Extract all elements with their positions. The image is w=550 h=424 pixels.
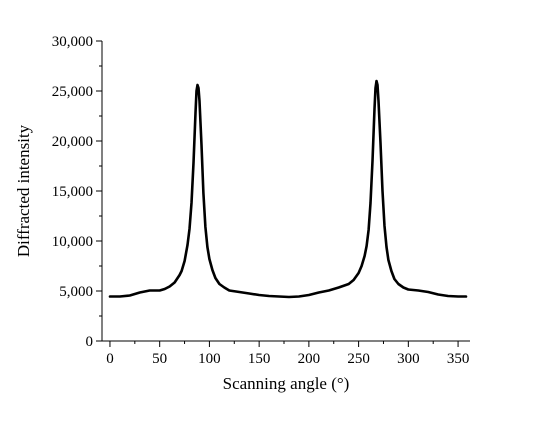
y-tick-label: 30,000 (52, 34, 93, 50)
x-ticks: 0 50 100 150 200 250 300 350 (106, 341, 469, 367)
x-tick-label: 200 (298, 351, 321, 367)
x-tick-label: 350 (447, 351, 470, 367)
x-axis-title: Scanning angle (°) (223, 374, 350, 393)
plot-area (108, 79, 468, 299)
x-tick-label: 100 (198, 351, 221, 367)
y-tick-label: 0 (86, 334, 94, 350)
x-tick-label: 250 (347, 351, 370, 367)
y-ticks: 0 5,000 10,000 15,000 20,000 25,000 30,000 (52, 34, 102, 350)
x-tick-label: 300 (397, 351, 420, 367)
x-tick-label: 150 (248, 351, 271, 367)
x-tick-label: 50 (152, 351, 167, 367)
y-tick-label: 15,000 (52, 184, 93, 200)
series-line (108, 79, 468, 299)
y-tick-label: 20,000 (52, 134, 93, 150)
y-tick-label: 5,000 (59, 284, 93, 300)
y-tick-label: 25,000 (52, 84, 93, 100)
y-axis-title: Diffracted intensity (14, 124, 33, 257)
x-tick-label: 0 (106, 351, 114, 367)
y-tick-label: 10,000 (52, 234, 93, 250)
